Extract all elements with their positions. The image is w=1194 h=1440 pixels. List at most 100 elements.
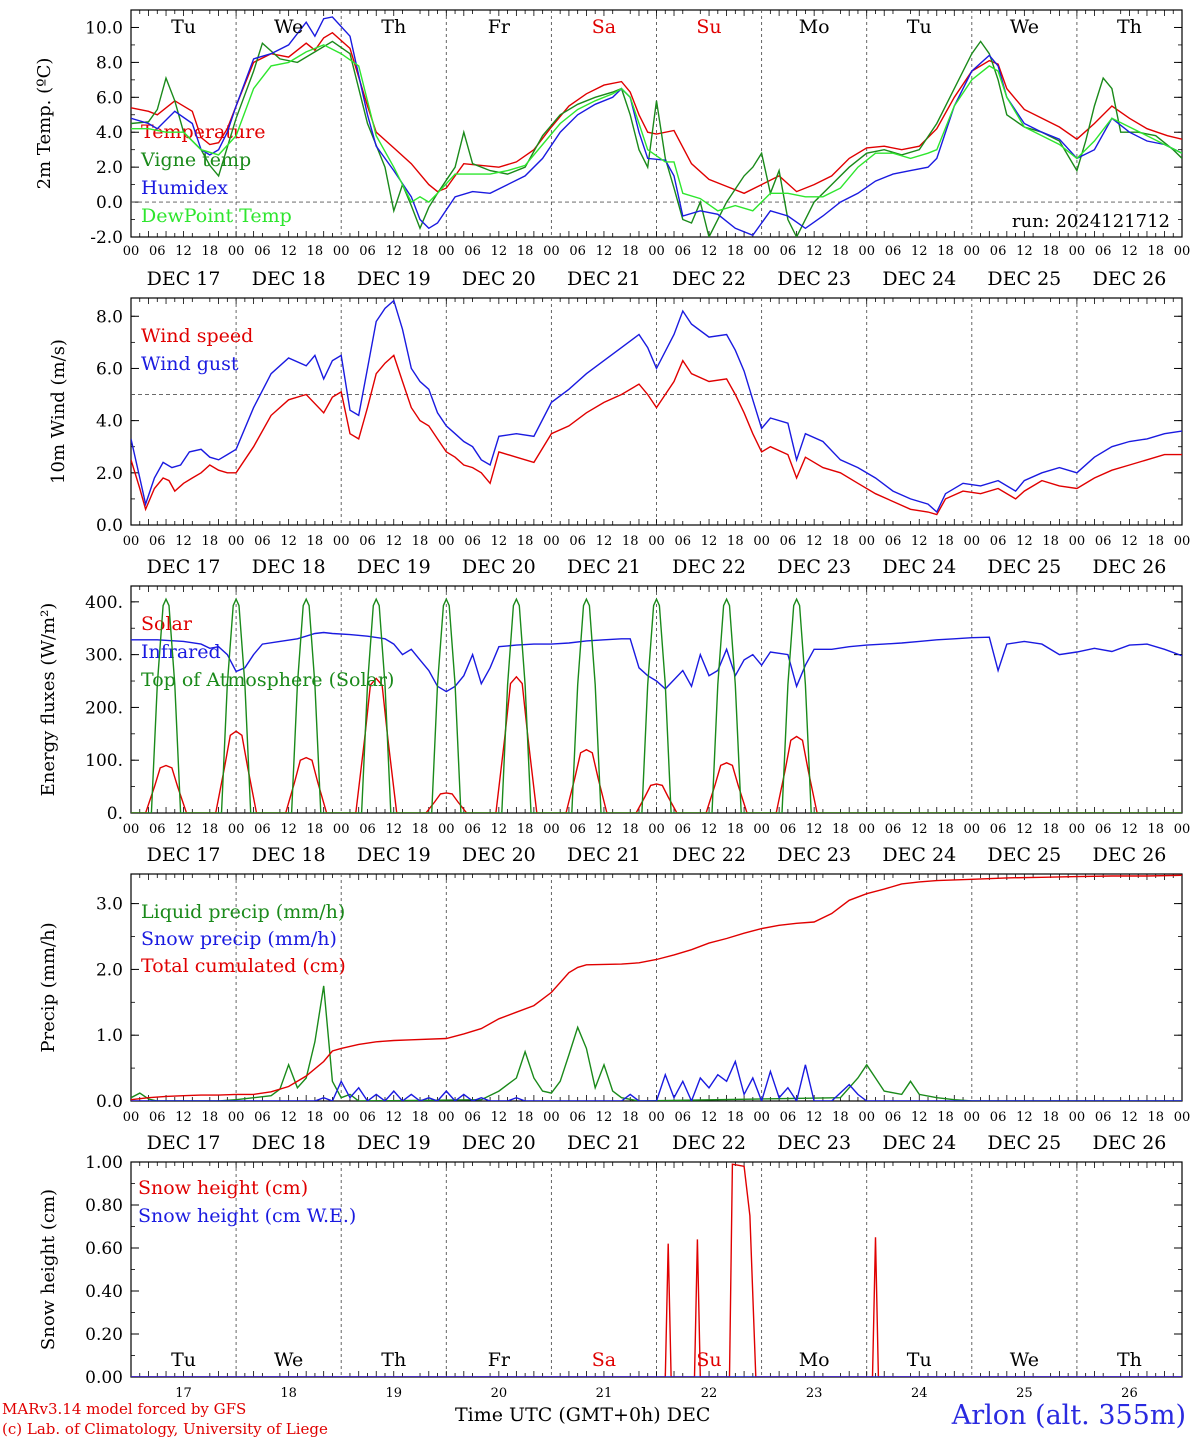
hour-label: 00 [333, 1110, 350, 1125]
legend-label: Wind speed [141, 325, 253, 347]
hour-label: 00 [1069, 244, 1086, 259]
weekday-label: We [1010, 16, 1039, 38]
day-number-label: 25 [1016, 1386, 1033, 1401]
series-line [131, 31, 1182, 195]
hour-label: 00 [964, 1110, 981, 1125]
legend-label: Snow height (cm W.E.) [138, 1205, 356, 1227]
date-label: DEC 20 [462, 268, 536, 290]
hour-label: 06 [885, 534, 902, 549]
y-axis-label: 10m Wind (m/s) [48, 339, 69, 484]
date-label: DEC 17 [147, 844, 221, 866]
hour-label: 18 [307, 822, 324, 837]
panel-3: 0. 100. 200. 300. 400. Energy fluxes (W/m²) So… [38, 585, 1191, 866]
date-label: DEC 17 [147, 268, 221, 290]
day-number-label: 24 [911, 1386, 928, 1401]
hour-label: 00 [753, 822, 770, 837]
y-tick-label: 0.40 [85, 1282, 123, 1302]
hour-label: 00 [1069, 822, 1086, 837]
hour-label: 18 [727, 822, 744, 837]
date-label: DEC 26 [1093, 556, 1167, 578]
series-line [131, 597, 1182, 813]
weekday-label: Mo [799, 16, 830, 38]
date-label: DEC 21 [567, 556, 641, 578]
weekday-label: Tu [171, 16, 196, 38]
date-label: DEC 17 [147, 1132, 221, 1154]
hour-label: 00 [123, 1110, 140, 1125]
date-label: DEC 24 [882, 1132, 956, 1154]
panel-2: 0.0 2.0 4.0 6.0 8.0 10m Wind (m/s) Wind speed W… [48, 297, 1190, 578]
hour-label: 06 [780, 244, 797, 259]
hour-label: 06 [149, 534, 166, 549]
date-label: DEC 25 [987, 556, 1061, 578]
hour-label: 06 [675, 1110, 692, 1125]
hour-label: 18 [307, 1110, 324, 1125]
hour-label: 06 [885, 1110, 902, 1125]
panel-1: -2.0 0.0 2.0 4.0 6.0 8.0 10.0 2m Temp. (ºC) Temp… [34, 9, 1190, 290]
hour-label: 00 [1174, 822, 1191, 837]
hour-label: 00 [333, 822, 350, 837]
time-axis-label: Time UTC (GMT+0h) DEC [455, 1404, 711, 1426]
hour-label: 06 [990, 1110, 1007, 1125]
legend-label: Snow precip (mm/h) [141, 928, 337, 950]
legend-label: Humidex [141, 177, 228, 199]
hour-label: 00 [228, 244, 245, 259]
hour-label: 00 [543, 822, 560, 837]
series-line [131, 985, 1182, 1101]
hour-label: 12 [385, 1110, 402, 1125]
hour-label: 12 [491, 244, 508, 259]
weekday-label: Fr [488, 1349, 511, 1371]
series-line [131, 631, 1182, 693]
series-line [131, 1059, 1182, 1101]
hour-label: 00 [438, 1110, 455, 1125]
hour-label: 06 [464, 244, 481, 259]
hour-label: 12 [911, 822, 928, 837]
weekday-label: Sa [592, 16, 616, 38]
date-label: DEC 26 [1093, 844, 1167, 866]
y-tick-label: 1.0 [96, 1026, 123, 1046]
weekday-label: Th [381, 1349, 406, 1371]
hour-label: 00 [123, 244, 140, 259]
weekday-label: Mo [799, 1349, 830, 1371]
hour-label: 06 [254, 1110, 271, 1125]
weekday-label: We [274, 1349, 303, 1371]
series-line [131, 874, 1182, 1101]
legend-label: Solar [141, 613, 193, 635]
weekday-label: Tu [171, 1349, 196, 1371]
weekday-label: We [1010, 1349, 1039, 1371]
hour-label: 18 [937, 244, 954, 259]
y-tick-label: 3.0 [96, 895, 123, 915]
hour-label: 12 [1016, 822, 1033, 837]
hour-label: 00 [858, 244, 875, 259]
hour-label: 18 [412, 244, 429, 259]
hour-label: 18 [517, 534, 534, 549]
date-label: DEC 20 [462, 844, 536, 866]
hour-label: 00 [753, 1110, 770, 1125]
hour-label: 00 [438, 822, 455, 837]
hour-label: 06 [990, 822, 1007, 837]
weekday-label: Th [381, 16, 406, 38]
hour-label: 18 [202, 244, 219, 259]
hour-label: 00 [964, 244, 981, 259]
hour-label: 00 [964, 822, 981, 837]
y-tick-label: 300. [85, 646, 123, 666]
hour-label: 06 [780, 534, 797, 549]
hour-label: 06 [1095, 1110, 1112, 1125]
hour-label: 00 [228, 822, 245, 837]
y-tick-label: 400. [85, 593, 123, 613]
hour-label: 06 [569, 822, 586, 837]
hour-label: 18 [832, 244, 849, 259]
date-label: DEC 23 [777, 844, 851, 866]
hour-label: 00 [648, 1110, 665, 1125]
date-label: DEC 20 [462, 1132, 536, 1154]
hour-label: 06 [780, 1110, 797, 1125]
day-number-label: 17 [175, 1386, 192, 1401]
hour-label: 12 [1121, 244, 1138, 259]
y-tick-label: 2.0 [96, 464, 123, 484]
date-label: DEC 18 [252, 1132, 326, 1154]
legend-label: Wind gust [141, 353, 239, 375]
date-label: DEC 26 [1093, 1132, 1167, 1154]
hour-label: 06 [1095, 244, 1112, 259]
hour-label: 06 [675, 244, 692, 259]
series-line [131, 1163, 1182, 1377]
